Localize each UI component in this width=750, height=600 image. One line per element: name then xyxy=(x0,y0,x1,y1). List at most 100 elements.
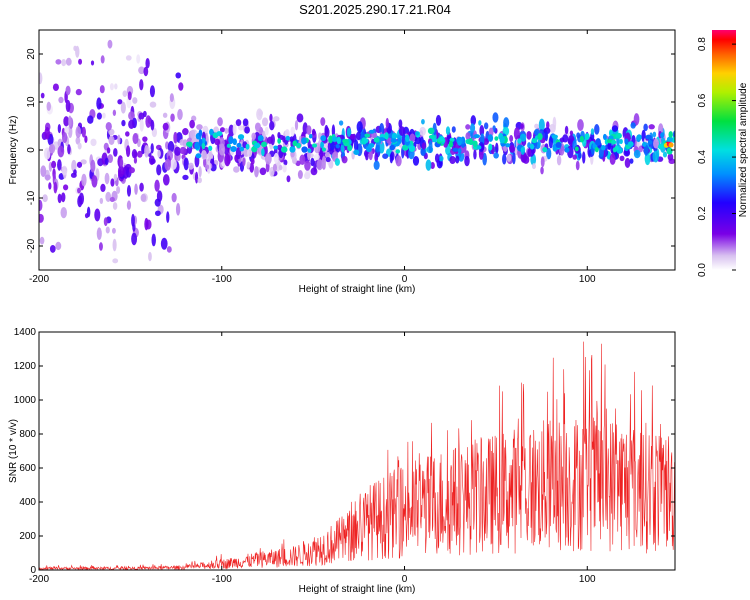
spectrogram-cell xyxy=(150,119,155,131)
spectrogram-cell xyxy=(103,217,108,227)
spectrogram-cell xyxy=(324,126,330,138)
spectrogram-cell xyxy=(202,125,209,134)
spectrogram-cell xyxy=(384,132,389,140)
spectrogram-cell xyxy=(154,210,161,217)
spectrogram-cell xyxy=(65,57,72,66)
spectrogram-cell xyxy=(611,125,619,132)
spectrogram-cell xyxy=(107,39,113,49)
spectrogram-cell xyxy=(551,134,558,139)
spectrogram-cell xyxy=(197,177,202,184)
spectrogram-cell xyxy=(156,164,162,176)
spectrogram-cell xyxy=(232,123,237,136)
spectrogram-cell xyxy=(273,145,278,150)
spectrogram-cell xyxy=(259,167,267,176)
spectrogram-cell xyxy=(94,208,101,222)
spectrogram-cell xyxy=(609,153,616,165)
spectrogram-cell xyxy=(48,143,56,154)
spectrogram-cell xyxy=(445,145,452,156)
spectrogram-x-axis-label: Height of straight line (km) xyxy=(299,284,416,295)
spectrogram-cell xyxy=(242,118,249,127)
spectrogram-cell xyxy=(602,133,607,140)
spectrogram-cell xyxy=(267,136,274,144)
spectrogram-cell xyxy=(70,172,77,178)
spectrogram-cell xyxy=(569,130,574,136)
spectrogram-cell xyxy=(520,146,525,153)
spectrogram-cell xyxy=(139,79,144,91)
spectrogram-cell xyxy=(378,141,385,154)
spectrogram-cell xyxy=(224,153,231,167)
spectrogram-cell xyxy=(313,153,320,161)
spectrogram-cell xyxy=(194,171,199,184)
spectrogram-cell xyxy=(39,236,45,245)
spectrogram-peak xyxy=(668,142,674,148)
spectrogram-cell xyxy=(254,142,261,149)
spectrogram-cell xyxy=(355,131,362,141)
spectrogram-cell xyxy=(182,139,188,148)
spectrogram-cell xyxy=(428,134,436,139)
spectrogram-cell xyxy=(151,233,156,247)
spectrogram-cell xyxy=(142,136,148,143)
spectrogram-cell xyxy=(242,157,246,167)
spectrogram-cell xyxy=(195,153,202,159)
spectrogram-cell xyxy=(128,119,135,130)
spectrogram-cell xyxy=(379,122,385,136)
spectrogram-cell xyxy=(385,117,389,129)
colorbar-tick-label: 0.0 xyxy=(697,263,708,277)
x-tick-label: 0 xyxy=(402,574,408,585)
spectrogram-cell xyxy=(251,132,257,140)
spectrogram-cell xyxy=(296,142,302,149)
spectrogram-cell xyxy=(249,162,255,173)
spectrogram-cell xyxy=(662,151,668,158)
spectrogram-cell xyxy=(546,121,550,130)
spectrogram-cell xyxy=(142,110,147,118)
spectrogram-cell xyxy=(434,153,440,163)
spectrogram-cell xyxy=(245,143,250,150)
spectrogram-cell xyxy=(409,133,416,143)
spectrogram-cell xyxy=(527,148,532,158)
spectrogram-cell xyxy=(164,158,171,171)
spectrogram-cell xyxy=(133,157,138,164)
spectrogram-cell xyxy=(630,122,636,129)
spectrogram-cell xyxy=(306,125,312,135)
spectrogram-cell xyxy=(138,112,145,120)
spectrogram-cell xyxy=(107,154,113,164)
spectrogram-cell xyxy=(645,134,652,140)
spectrogram-cell xyxy=(87,115,94,124)
spectrogram-cell xyxy=(273,116,280,122)
spectrogram-cell xyxy=(98,242,103,251)
spectrogram-cell xyxy=(389,152,394,164)
spectrogram-cell xyxy=(405,136,410,143)
spectrogram-cell xyxy=(277,131,281,139)
x-tick-label: 100 xyxy=(579,574,596,585)
spectrogram-cell xyxy=(269,113,273,123)
spectrogram-cell xyxy=(125,55,132,61)
spectrogram-cell xyxy=(537,133,543,141)
spectrogram-cell xyxy=(174,146,181,156)
spectrogram-cell xyxy=(395,155,402,167)
spectrogram-cell xyxy=(286,175,291,183)
spectrogram-cell xyxy=(546,147,552,160)
spectrogram-cell xyxy=(261,141,268,148)
spectrogram-cell xyxy=(64,126,70,135)
spectrogram-cell xyxy=(575,160,580,171)
spectrogram-cell xyxy=(219,127,226,133)
spectrogram-cell xyxy=(167,141,175,153)
y-tick-label: 1000 xyxy=(14,395,37,406)
spectrogram-cell xyxy=(636,134,642,141)
spectrogram-cell xyxy=(368,143,375,148)
spectrogram-cell xyxy=(555,142,562,148)
spectrogram-cell xyxy=(209,128,214,136)
spectrogram-cell xyxy=(472,140,478,148)
y-tick-label: 20 xyxy=(26,48,37,60)
spectrogram-cell xyxy=(494,136,499,141)
spectrogram-cell xyxy=(173,131,178,144)
spectrogram-cell xyxy=(464,155,470,167)
spectrogram-cell xyxy=(51,160,57,169)
spectrogram-cell xyxy=(526,130,532,140)
spectrogram-cell xyxy=(505,143,511,148)
spectrogram-cell xyxy=(365,151,369,161)
spectrogram-cell xyxy=(71,159,77,173)
spectrogram-cell xyxy=(430,162,435,169)
spectrogram-cell xyxy=(122,90,128,98)
spectrogram-cell xyxy=(65,99,71,113)
